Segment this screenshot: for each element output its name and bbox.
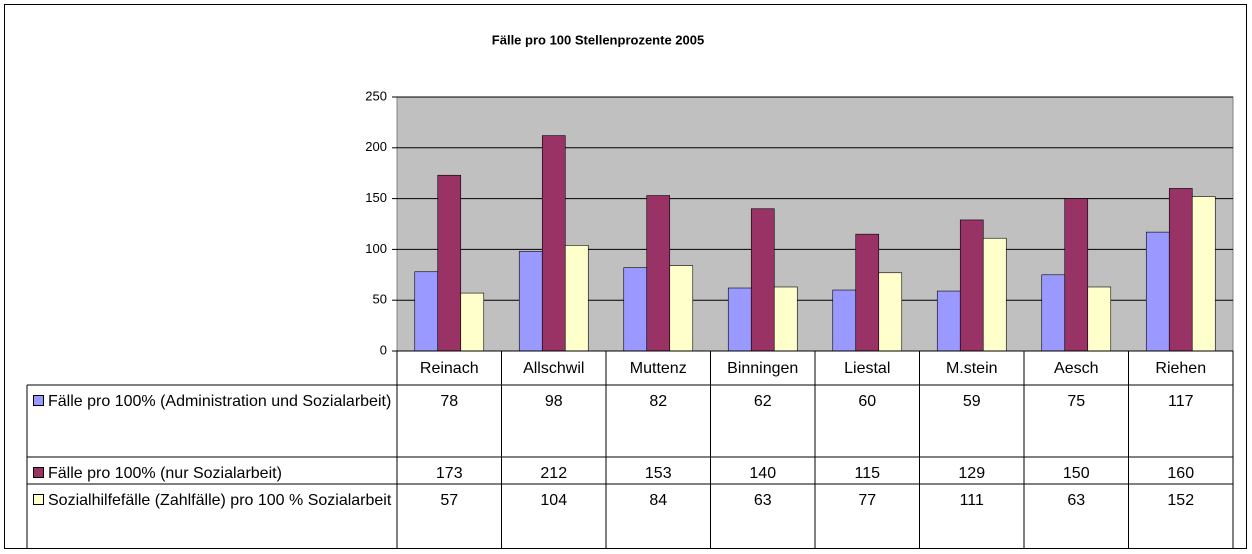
- x-tick-label: M.stein: [946, 360, 998, 377]
- bar: [414, 271, 439, 352]
- table-value: 62: [711, 385, 816, 457]
- bar: [1087, 286, 1112, 352]
- table-value: 129: [920, 457, 1025, 484]
- table-value: 150: [1024, 457, 1129, 484]
- y-tick-label: 50: [373, 292, 387, 307]
- bar: [832, 289, 857, 352]
- cell-text: 75: [1067, 393, 1086, 410]
- table-value: 104: [502, 484, 607, 549]
- cell-text: 63: [1067, 492, 1086, 509]
- bar: [936, 290, 961, 352]
- legend-cell: Fälle pro 100% (Administration und Sozia…: [27, 385, 397, 457]
- cell-text: 115: [854, 465, 880, 482]
- table-value: 78: [397, 385, 502, 457]
- y-tick-label: 250: [365, 88, 387, 103]
- y-tick-label: 200: [365, 139, 387, 154]
- bar: [773, 286, 798, 352]
- table-value: 77: [815, 484, 920, 549]
- bar: [541, 135, 566, 352]
- table-value: 115: [815, 457, 920, 484]
- table-value: 140: [711, 457, 816, 484]
- chart-title: Fälle pro 100 Stellenprozente 2005: [492, 32, 704, 47]
- cell-text: 152: [1167, 492, 1195, 509]
- bar: [1168, 188, 1193, 352]
- legend-label: Fälle pro 100% (nur Sozialarbeit): [48, 465, 282, 482]
- cell-text: 62: [753, 393, 772, 410]
- table-value: 117: [1129, 385, 1234, 457]
- y-tick-label: 150: [365, 190, 387, 205]
- x-tick-label: Riehen: [1155, 360, 1206, 377]
- bar: [1145, 231, 1170, 352]
- legend-cell: Fälle pro 100% (nur Sozialarbeit): [27, 457, 397, 484]
- cell-text: 173: [435, 465, 463, 482]
- cell-text: 117: [1167, 393, 1194, 410]
- bar: [564, 245, 589, 352]
- cell-text: 77: [858, 492, 877, 509]
- cell-text: 160: [1167, 465, 1195, 482]
- legend-label: Fälle pro 100% (Administration und Sozia…: [48, 393, 392, 410]
- cell-text: 150: [1062, 465, 1090, 482]
- bar: [646, 195, 671, 352]
- legend-key: [33, 494, 44, 505]
- x-tick-label: Binningen: [727, 360, 798, 377]
- cell-text: 63: [753, 492, 772, 509]
- x-tick-label: Aesch: [1054, 360, 1098, 377]
- cell-text: 111: [959, 492, 984, 509]
- table-value: 63: [1024, 484, 1129, 549]
- table-value: 212: [502, 457, 607, 484]
- table-value: 59: [920, 385, 1025, 457]
- table-value: 75: [1024, 385, 1129, 457]
- bar: [750, 208, 775, 352]
- cell-text: 140: [749, 465, 777, 482]
- x-tick-label: Reinach: [420, 360, 479, 377]
- table-value: 111: [920, 484, 1025, 549]
- cell-text: 129: [958, 465, 986, 482]
- cell-text: 98: [544, 393, 563, 410]
- table-value: 82: [606, 385, 711, 457]
- bar: [727, 287, 752, 352]
- legend-cell: Sozialhilfefälle (Zahlfälle) pro 100 % S…: [27, 484, 397, 549]
- bar: [959, 219, 984, 352]
- table-value: 57: [397, 484, 502, 549]
- bar: [460, 292, 485, 352]
- bar: [878, 272, 903, 352]
- cell-text: 59: [962, 393, 981, 410]
- cell-text: 104: [540, 492, 568, 509]
- bar: [1191, 196, 1216, 352]
- table-value: 160: [1129, 457, 1234, 484]
- cell-text: 153: [644, 465, 672, 482]
- bar: [437, 174, 462, 352]
- x-tick-label: Muttenz: [630, 360, 687, 377]
- table-value: 173: [397, 457, 502, 484]
- x-tick-label: Allschwil: [523, 360, 584, 377]
- table-value: 84: [606, 484, 711, 549]
- x-tick-label: Liestal: [844, 360, 890, 377]
- table-value: 60: [815, 385, 920, 457]
- cell-text: 57: [440, 492, 459, 509]
- cell-text: 84: [649, 492, 668, 509]
- y-tick-label: 0: [380, 342, 387, 357]
- bar: [669, 265, 694, 352]
- cell-text: 78: [440, 393, 459, 410]
- table-value: 98: [502, 385, 607, 457]
- cell-text: 60: [858, 393, 877, 410]
- y-tick-label: 100: [365, 241, 387, 256]
- bar: [1041, 274, 1066, 352]
- bar: [1064, 198, 1089, 352]
- bar: [982, 237, 1007, 352]
- table-value: 153: [606, 457, 711, 484]
- cell-text: 82: [649, 393, 668, 410]
- cell-text: 212: [540, 465, 568, 482]
- legend-key: [33, 467, 44, 478]
- table-value: 63: [711, 484, 816, 549]
- legend-label: Sozialhilfefälle (Zahlfälle) pro 100 % S…: [48, 492, 392, 509]
- bar: [623, 267, 648, 352]
- legend-key: [33, 395, 44, 406]
- bar: [518, 251, 543, 352]
- bar: [855, 233, 880, 352]
- table-value: 152: [1129, 484, 1234, 549]
